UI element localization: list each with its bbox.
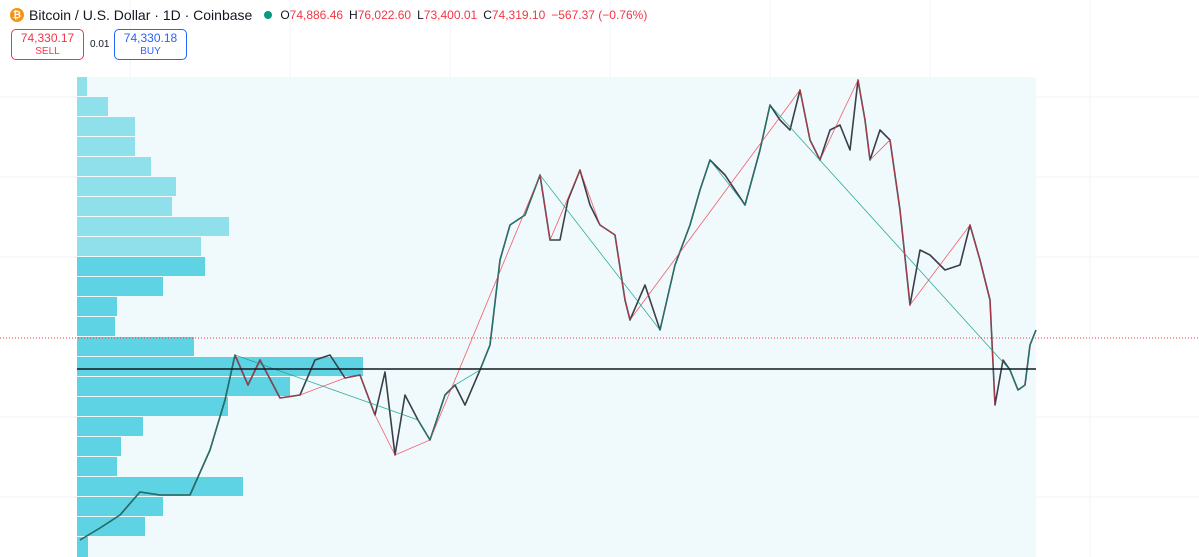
ohlc-value: 74,886.46 xyxy=(289,8,344,22)
buy-label: BUY xyxy=(140,45,161,57)
volume-profile xyxy=(77,77,363,557)
ohlc-label: C xyxy=(483,8,492,22)
market-status xyxy=(264,11,273,19)
price-series-down xyxy=(234,78,996,456)
sell-label: SELL xyxy=(35,45,60,57)
ohlc-high: H76,022.60 xyxy=(349,8,411,22)
buy-button[interactable]: 74,330.18 BUY xyxy=(114,29,187,60)
ohlc-value: 74,319.10 xyxy=(491,8,546,22)
buy-price: 74,330.18 xyxy=(123,30,178,45)
price-change: −567.37 (−0.76%) xyxy=(551,8,648,22)
ohlc-open: O74,886.46 xyxy=(280,8,343,22)
ohlc-label: O xyxy=(280,8,290,22)
sell-button[interactable]: 74,330.17 SELL xyxy=(11,29,84,60)
sell-price: 74,330.17 xyxy=(20,30,75,45)
spread: 0.01 xyxy=(90,39,110,50)
ohlc-label: L xyxy=(417,8,424,22)
ohlc-low: L73,400.01 xyxy=(417,8,477,22)
price-series-up xyxy=(79,104,1037,541)
symbol-title[interactable]: Bitcoin / U.S. Dollar · 1D · Coinbase xyxy=(29,7,253,23)
ohlc-label: H xyxy=(349,8,358,22)
ohlc-value: 73,400.01 xyxy=(423,8,478,22)
symbol-header: ₿ Bitcoin / U.S. Dollar · 1D · Coinbase … xyxy=(10,5,647,25)
bitcoin-icon: ₿ xyxy=(10,8,24,22)
ohlc-close: C74,319.10 xyxy=(483,8,545,22)
ohlc-value: 76,022.60 xyxy=(357,8,412,22)
